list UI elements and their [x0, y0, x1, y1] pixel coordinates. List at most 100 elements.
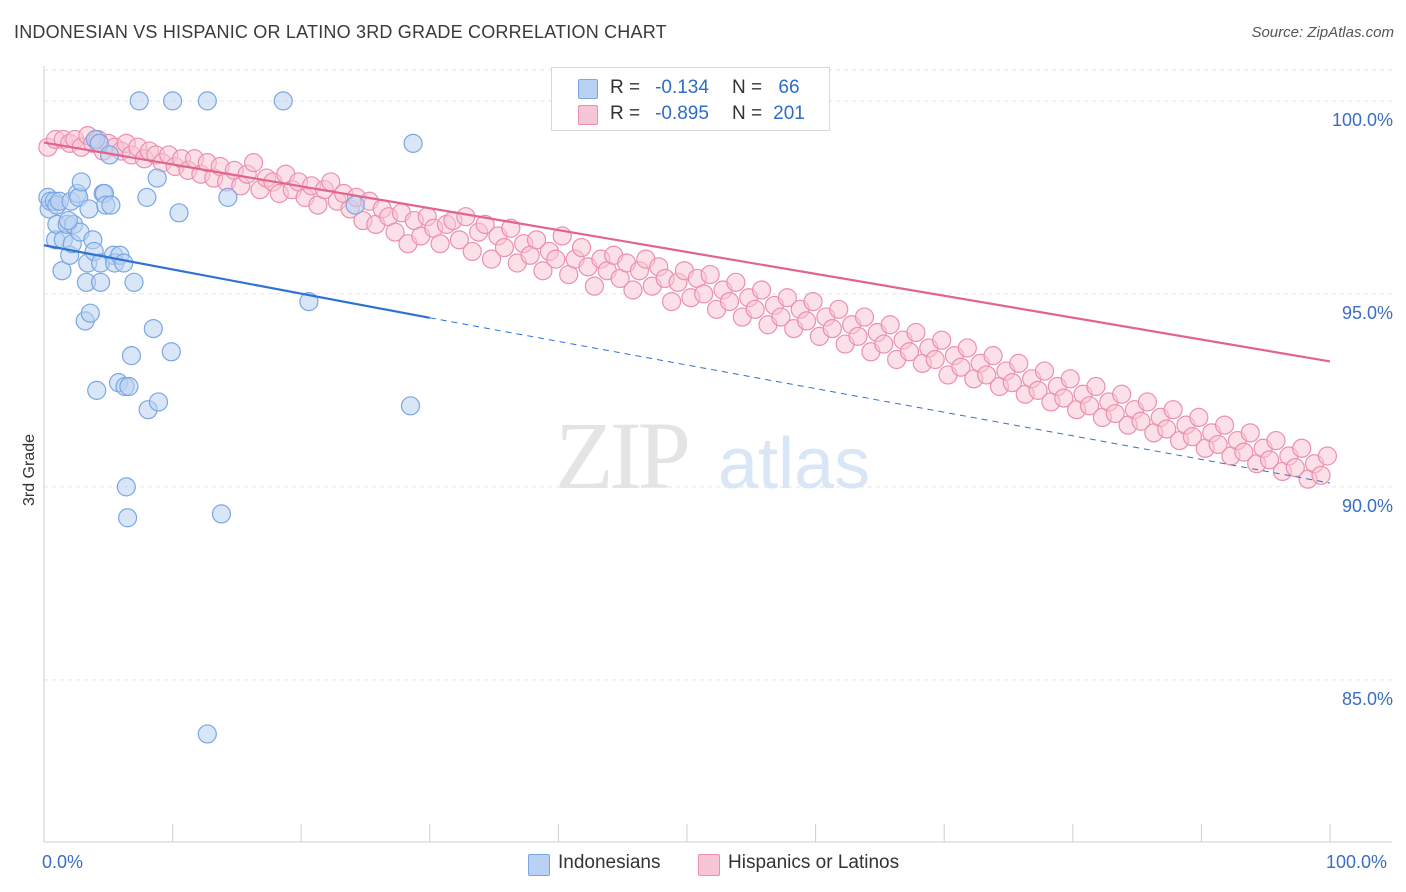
- series-legend: Indonesians Hispanics or Latinos: [0, 852, 1406, 878]
- watermark: ZIP atlas: [555, 402, 870, 509]
- data-point: [494, 237, 514, 258]
- data-point: [526, 230, 547, 250]
- data-point: [79, 199, 99, 219]
- data-point: [1009, 353, 1029, 373]
- data-point: [1112, 384, 1132, 404]
- data-point: [1317, 446, 1338, 466]
- data-point: [719, 292, 740, 312]
- legend-r-value: -0.895: [655, 103, 709, 124]
- data-point: [400, 396, 421, 416]
- y-tick-label: 90.0%: [1342, 496, 1393, 516]
- data-point: [874, 334, 894, 354]
- x-tick-label-max: 100.0%: [1326, 852, 1388, 872]
- data-point: [129, 91, 149, 111]
- data-point: [1060, 369, 1080, 389]
- chart-title: INDONESIAN VS HISPANIC OR LATINO 3RD GRA…: [14, 22, 667, 42]
- legend-swatch-blue: [578, 79, 598, 99]
- legend-n-label: N =: [732, 77, 763, 98]
- data-point: [700, 264, 720, 285]
- data-point: [932, 330, 952, 350]
- legend-swatch-pink: [698, 854, 720, 876]
- data-point: [385, 222, 405, 242]
- legend-n-value: 201: [773, 103, 805, 124]
- data-point: [114, 253, 134, 273]
- data-point: [299, 292, 319, 312]
- legend-n-value: 66: [778, 77, 800, 98]
- data-point: [1028, 380, 1048, 400]
- data-point: [661, 292, 682, 312]
- data-point: [218, 187, 238, 207]
- data-point: [101, 195, 121, 215]
- watermark-atlas: atlas: [718, 424, 870, 504]
- data-point: [899, 342, 920, 362]
- data-point: [880, 315, 900, 335]
- data-point: [1259, 450, 1280, 470]
- stats-legend: R = -0.134 N = 66 R = -0.895 N = 201: [551, 67, 830, 131]
- data-point: [957, 338, 977, 358]
- data-point: [777, 288, 797, 308]
- data-point: [1054, 388, 1074, 408]
- data-point: [925, 349, 945, 370]
- legend-r-label: R =: [610, 77, 641, 98]
- data-point: [80, 303, 100, 323]
- data-point: [1034, 361, 1055, 381]
- data-point: [584, 276, 605, 296]
- data-point: [1285, 457, 1305, 478]
- data-point: [546, 249, 566, 269]
- data-point: [1208, 434, 1228, 455]
- data-point: [87, 380, 107, 400]
- data-point: [273, 91, 293, 111]
- data-point: [345, 195, 365, 215]
- data-point: [462, 241, 482, 262]
- data-point: [906, 322, 926, 343]
- y-tick-labels: 85.0% 90.0% 95.0% 100.0%: [1332, 110, 1393, 709]
- data-point: [1137, 392, 1157, 412]
- data-point: [403, 133, 423, 153]
- data-point: [1292, 438, 1312, 458]
- data-point: [143, 319, 163, 339]
- data-point: [52, 261, 72, 281]
- data-point: [197, 724, 217, 744]
- legend-r-label: R =: [610, 103, 641, 124]
- source-credit: Source: ZipAtlas.com: [1251, 24, 1394, 41]
- data-point: [71, 172, 91, 192]
- trend-line-hispanics: [43, 141, 1331, 363]
- data-point: [1214, 415, 1235, 435]
- data-point: [1157, 419, 1177, 439]
- data-point: [147, 168, 167, 188]
- trend-lines: [43, 141, 1331, 484]
- data-point: [829, 299, 849, 319]
- data-point: [745, 299, 765, 319]
- data-point: [571, 237, 592, 258]
- data-point: [694, 284, 714, 304]
- data-point: [1311, 465, 1331, 485]
- data-point: [1079, 396, 1100, 416]
- data-point: [796, 311, 817, 331]
- indonesian-points: [38, 91, 423, 744]
- legend-label-indonesians: Indonesians: [558, 852, 661, 873]
- legend-n-label: N =: [732, 103, 763, 124]
- data-point: [751, 280, 772, 300]
- data-point: [475, 214, 495, 234]
- data-point: [456, 207, 476, 227]
- data-point: [161, 342, 181, 362]
- data-point: [1266, 430, 1286, 451]
- data-point: [169, 203, 189, 223]
- data-point: [854, 307, 875, 327]
- data-point: [163, 91, 183, 111]
- data-point: [1234, 442, 1254, 462]
- data-point: [124, 272, 144, 292]
- x-tick-label-min: 0.0%: [42, 852, 84, 872]
- data-point: [977, 365, 997, 385]
- data-point: [1182, 427, 1202, 447]
- data-point: [148, 392, 169, 412]
- data-point: [1131, 411, 1151, 431]
- data-point: [1105, 403, 1125, 424]
- data-point: [119, 376, 139, 397]
- data-point: [211, 504, 232, 524]
- data-point: [623, 280, 643, 300]
- y-tick-label: 95.0%: [1342, 303, 1393, 323]
- data-point: [848, 326, 868, 346]
- y-tick-label: 100.0%: [1332, 110, 1393, 130]
